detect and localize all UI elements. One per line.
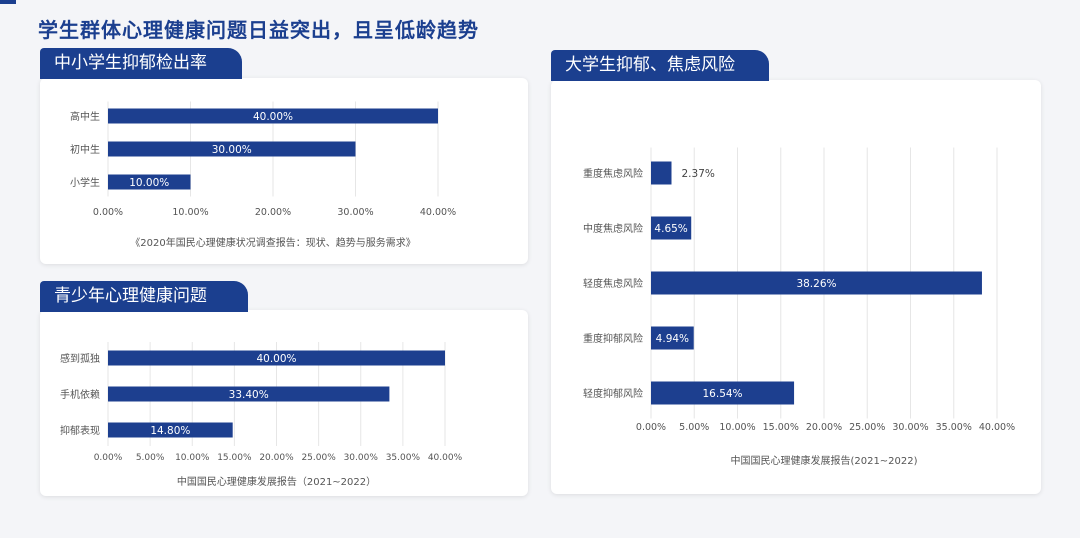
x-tick-label: 25.00% (301, 453, 336, 463)
category-label: 感到孤独 (60, 352, 100, 365)
x-tick-label: 10.00% (172, 207, 208, 218)
x-tick-label: 20.00% (259, 453, 294, 463)
chart-college-depression-anxiety: 0.00% 5.00% 10.00% 15.00% 20.00% 25.00% 30.00%… (583, 147, 1015, 467)
page-title: 学生群体心理健康问题日益突出，且呈低龄趋势 (38, 18, 479, 42)
chart-youth-mental-health: 0.00% 5.00% 10.00% 15.00% 20.00% 25.00% 30.00%… (60, 342, 463, 488)
bar (651, 161, 672, 185)
x-tick-label: 10.00% (175, 453, 210, 463)
x-tick-label: 20.00% (806, 422, 842, 433)
x-tick-label: 35.00% (386, 453, 421, 463)
bar-value-label: 40.00% (256, 353, 296, 365)
bar (651, 216, 692, 240)
bar (651, 381, 795, 405)
chart-primary-middle-depression: 0.00% 10.00% 20.00% 30.00% 40.00% 高中生 40.00% 初中… (70, 101, 456, 249)
bar (108, 386, 390, 402)
category-label: 重度抑郁风险 (583, 332, 643, 345)
bar-value-label: 2.37% (682, 168, 715, 180)
category-label: 抑郁表现 (60, 424, 100, 437)
x-tick-label: 20.00% (255, 207, 291, 218)
bar (651, 271, 982, 295)
x-tick-label: 40.00% (420, 207, 456, 218)
bar-value-label: 38.26% (796, 278, 836, 290)
bar (108, 422, 233, 438)
bar-value-label: 33.40% (229, 389, 269, 401)
category-label: 手机依赖 (60, 388, 100, 401)
x-tick-label: 5.00% (136, 453, 165, 463)
chart-source-note: 中国国民心理健康发展报告（2021~2022） (177, 475, 376, 488)
chart-card-college-depression-anxiety: 0.00% 5.00% 10.00% 15.00% 20.00% 25.00% 30.00%… (551, 80, 1041, 494)
top-accent-bar (0, 0, 16, 4)
x-tick-label: 30.00% (337, 207, 373, 218)
chart-card-primary-middle-depression: 0.00% 10.00% 20.00% 30.00% 40.00% 高中生 40.00% 初中… (40, 78, 528, 264)
bar-value-label: 14.80% (150, 425, 190, 437)
chart-source-note: 中国国民心理健康发展报告(2021~2022) (730, 454, 917, 467)
category-label: 初中生 (70, 143, 100, 156)
bar-value-label: 40.00% (253, 111, 293, 123)
chart-title-primary-middle-depression: 中小学生抑郁检出率 (40, 48, 242, 79)
x-tick-label: 0.00% (636, 422, 666, 433)
category-label: 中度焦虑风险 (583, 222, 643, 235)
x-tick-label: 40.00% (979, 422, 1015, 433)
x-tick-label: 40.00% (428, 453, 463, 463)
chart-source-note: 《2020年国民心理健康状况调查报告：现状、趋势与服务需求》 (130, 236, 415, 249)
chart-title-youth-mental-health: 青少年心理健康问题 (40, 281, 248, 312)
bar-value-label: 4.65% (654, 223, 687, 235)
bar-value-label: 30.00% (212, 144, 252, 156)
bar (108, 174, 191, 190)
chart-card-youth-mental-health: 0.00% 5.00% 10.00% 15.00% 20.00% 25.00% 30.00%… (40, 310, 528, 496)
x-tick-label: 30.00% (892, 422, 928, 433)
category-label: 轻度焦虑风险 (583, 277, 643, 290)
bar (108, 141, 356, 157)
x-tick-label: 30.00% (344, 453, 379, 463)
x-tick-label: 0.00% (94, 453, 123, 463)
x-tick-label: 35.00% (936, 422, 972, 433)
bar (651, 326, 694, 350)
chart-title-college-depression-anxiety: 大学生抑郁、焦虑风险 (551, 50, 769, 81)
bar (108, 108, 438, 124)
category-label: 重度焦虑风险 (583, 167, 643, 180)
category-label: 轻度抑郁风险 (583, 387, 643, 400)
bar-value-label: 16.54% (703, 388, 743, 400)
x-tick-label: 10.00% (719, 422, 755, 433)
x-tick-label: 15.00% (763, 422, 799, 433)
category-label: 高中生 (70, 110, 100, 123)
x-tick-label: 15.00% (217, 453, 252, 463)
bar-value-label: 4.94% (656, 333, 689, 345)
bar (108, 350, 445, 366)
x-tick-label: 0.00% (93, 207, 123, 218)
x-tick-label: 5.00% (679, 422, 709, 433)
category-label: 小学生 (70, 176, 100, 189)
x-tick-label: 25.00% (849, 422, 885, 433)
bar-value-label: 10.00% (129, 177, 169, 189)
